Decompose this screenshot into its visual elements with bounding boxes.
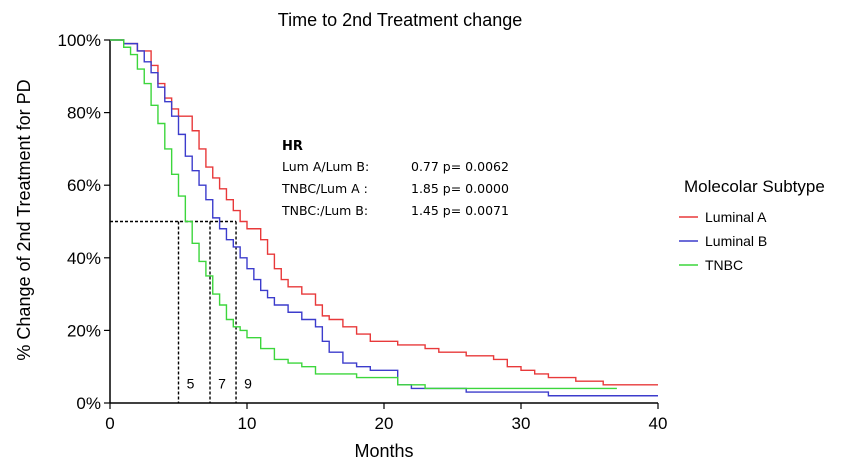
median-label: 7 — [218, 375, 226, 391]
legend-label: Luminal A — [705, 209, 767, 225]
y-tick-label: 80% — [67, 104, 101, 123]
hr-annotation: HR Lum A/Lum B: 0.77 p= 0.0062 TNBC/Lum … — [281, 139, 509, 218]
hr-row-label: Lum A/Lum B: — [282, 159, 369, 174]
y-tick-label: 60% — [67, 176, 101, 195]
y-tick-label: 100% — [58, 31, 101, 50]
hr-row-label: TNBC:/Lum B: — [281, 203, 368, 218]
median-label: 5 — [187, 375, 195, 391]
chart-title: Time to 2nd Treatment change — [278, 10, 522, 30]
legend-title: Molecolar Subtype — [684, 177, 825, 196]
median-reference-lines: 5 7 9 — [110, 220, 252, 403]
y-tick-label: 20% — [67, 321, 101, 340]
x-tick-label: 20 — [375, 414, 394, 433]
legend-item-tnbc: TNBC — [679, 257, 743, 273]
x-axis-ticks: 0 10 20 30 40 — [105, 403, 667, 433]
x-tick-label: 40 — [649, 414, 668, 433]
legend-label: Luminal B — [705, 233, 767, 249]
plot-area: 0 10 20 30 40 0% 20% 40% 60% 80% 100% 5 7 9 — [58, 31, 668, 433]
y-axis-label: % Change of 2nd Treatment for PD — [14, 79, 34, 360]
series-line-luminal-b — [110, 39, 658, 397]
median-label: 9 — [244, 375, 252, 391]
legend-label: TNBC — [705, 257, 743, 273]
y-tick-label: 40% — [67, 249, 101, 268]
hr-title: HR — [282, 139, 303, 154]
x-tick-label: 30 — [512, 414, 531, 433]
legend-item-luminal-b: Luminal B — [679, 233, 767, 249]
x-tick-label: 10 — [238, 414, 257, 433]
legend: Molecolar Subtype Luminal A Luminal B TN… — [679, 177, 825, 273]
y-axis-ticks: 0% 20% 40% 60% 80% 100% — [58, 31, 110, 413]
series-line-luminal-a — [110, 39, 658, 386]
hr-row-label: TNBC/Lum A : — [281, 181, 368, 196]
series-line-tnbc — [110, 39, 617, 390]
hr-row-value: 0.77 p= 0.0062 — [411, 159, 509, 174]
series-layer — [110, 39, 658, 397]
hr-row-value: 1.45 p= 0.0071 — [411, 203, 509, 218]
y-tick-label: 0% — [76, 394, 101, 413]
x-axis-label: Months — [354, 441, 413, 461]
legend-item-luminal-a: Luminal A — [679, 209, 767, 225]
x-tick-label: 0 — [105, 414, 114, 433]
hr-row-value: 1.85 p= 0.0000 — [411, 181, 509, 196]
